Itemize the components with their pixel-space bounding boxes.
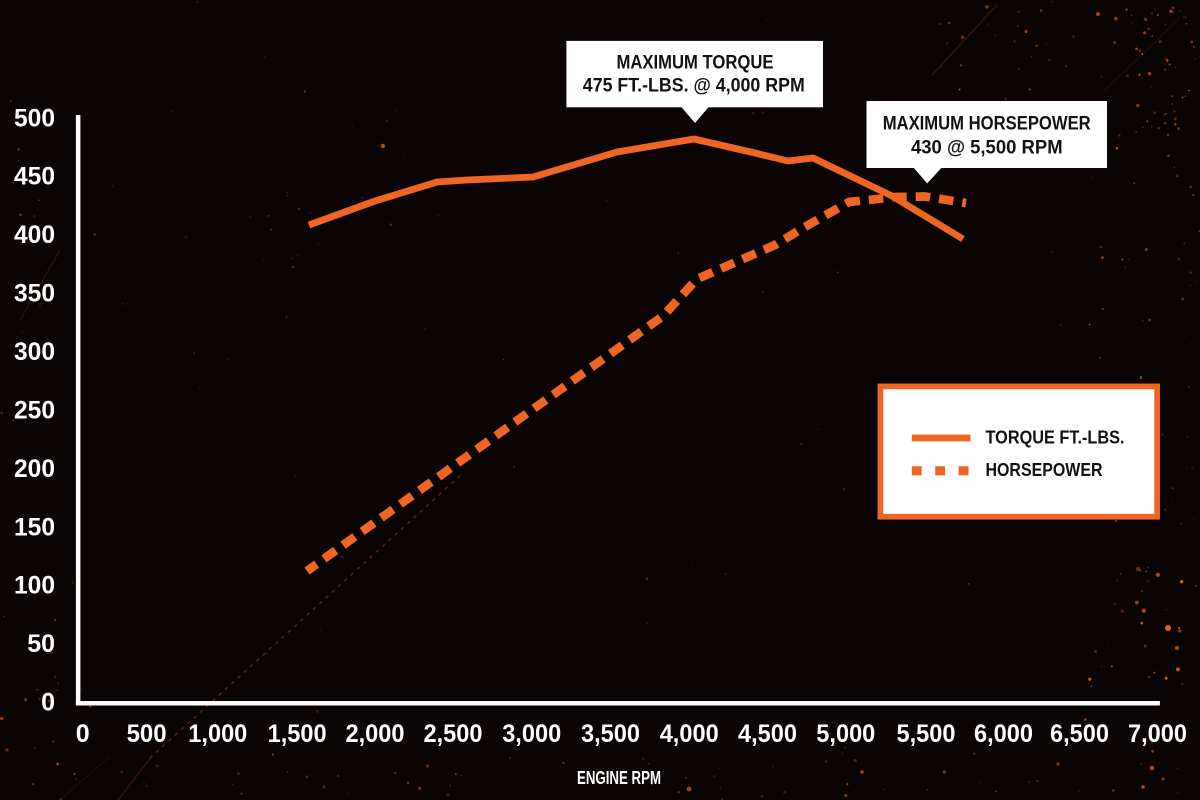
svg-text:250: 250 [14,396,55,424]
svg-text:3,500: 3,500 [581,720,640,748]
svg-text:TORQUE FT.-LBS.: TORQUE FT.-LBS. [986,428,1125,448]
svg-text:2,500: 2,500 [424,720,483,748]
svg-text:5,500: 5,500 [897,720,956,748]
svg-text:ENGINE RPM: ENGINE RPM [577,768,661,788]
svg-text:475 FT.-LBS. @ 4,000 RPM: 475 FT.-LBS. @ 4,000 RPM [583,76,805,97]
svg-text:1,000: 1,000 [188,720,247,748]
svg-text:150: 150 [14,513,55,541]
svg-text:MAXIMUM TORQUE: MAXIMUM TORQUE [617,53,774,74]
svg-text:430 @ 5,500 RPM: 430 @ 5,500 RPM [911,138,1063,159]
svg-text:6,000: 6,000 [974,720,1033,748]
svg-text:5,000: 5,000 [816,720,875,748]
svg-text:100: 100 [14,572,55,600]
svg-text:0: 0 [41,689,55,717]
svg-text:4,500: 4,500 [738,720,797,748]
svg-text:MAXIMUM HORSEPOWER: MAXIMUM HORSEPOWER [883,114,1091,135]
svg-text:6,500: 6,500 [1050,720,1109,748]
svg-text:7,000: 7,000 [1128,720,1187,748]
svg-text:500: 500 [14,104,55,132]
svg-text:450: 450 [14,163,55,191]
svg-text:200: 200 [14,455,55,483]
svg-text:400: 400 [14,221,55,249]
svg-text:500: 500 [127,720,167,748]
svg-text:0: 0 [76,720,90,748]
svg-text:1,500: 1,500 [268,720,327,748]
svg-text:HORSEPOWER: HORSEPOWER [986,460,1103,480]
svg-text:2,000: 2,000 [346,720,405,748]
svg-text:50: 50 [27,630,55,658]
svg-text:300: 300 [14,338,55,366]
svg-text:3,000: 3,000 [502,720,561,748]
svg-text:4,000: 4,000 [660,720,719,748]
svg-text:350: 350 [14,280,55,308]
